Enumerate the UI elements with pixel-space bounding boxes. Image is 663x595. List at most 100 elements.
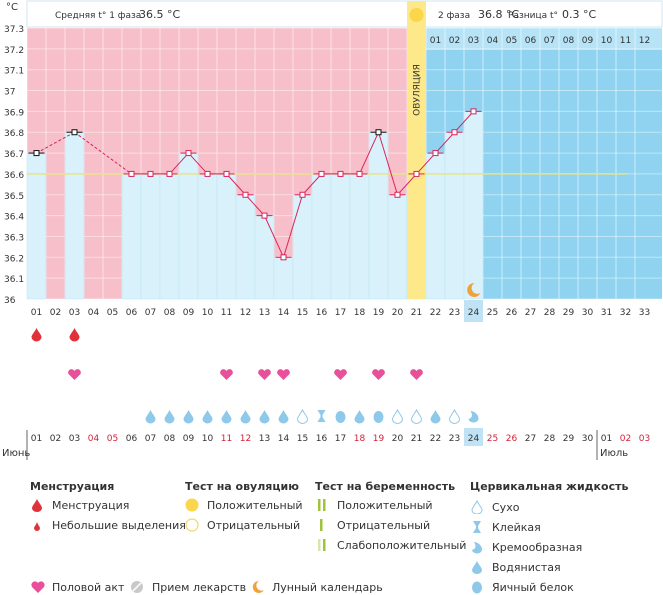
day-label: 10: [202, 308, 214, 318]
day-label: 17: [335, 308, 346, 318]
temp-point: [242, 191, 249, 198]
watery-drop-icon: [202, 410, 213, 424]
day-label: 28: [544, 308, 556, 318]
two-lines-icon: [315, 498, 333, 512]
temp-bar: [216, 173, 237, 300]
day-label: 08: [164, 308, 176, 318]
temp-bar: [26, 152, 47, 300]
legend-medicine: Прием лекарств: [130, 580, 246, 594]
watery-drop-icon: [430, 410, 441, 424]
legend-fluid-dry: Сухо: [470, 500, 519, 514]
faint-lines-icon: [315, 538, 333, 552]
legend-fluid-watery: Водянистая: [470, 560, 561, 574]
temp-point: [432, 150, 439, 157]
heart-icon: [372, 369, 385, 380]
heart-icon: [258, 369, 271, 380]
day-label: 20: [392, 308, 404, 318]
day-label: 06: [126, 308, 138, 318]
sticky-icon: [470, 520, 488, 534]
y-tick-label: 36.5: [4, 192, 24, 202]
watery-drop-icon: [278, 410, 289, 424]
bottom-day-label: 09: [183, 434, 195, 444]
bottom-day-label: 18: [354, 434, 366, 444]
legend-fluid-egg: Яичный белок: [470, 580, 574, 594]
bottom-day-label: 27: [525, 434, 536, 444]
creamy-icon: [470, 540, 488, 554]
bottom-day-label: 26: [506, 434, 518, 444]
day-label: 19: [373, 308, 385, 318]
legend-moon: Лунный календарь: [250, 580, 383, 594]
temp-point: [375, 129, 382, 136]
y-tick-label: 36.9: [4, 108, 24, 118]
day-label: 24: [468, 308, 480, 318]
temp-bar: [349, 173, 370, 300]
bottom-day-label: 01: [601, 434, 612, 444]
phase1-value: 36.5 °C: [139, 8, 180, 21]
small-blood-drop-icon: [30, 518, 48, 532]
creamy-icon: [468, 411, 479, 423]
y-tick-label: 37.3: [4, 25, 24, 35]
day-label: 33: [639, 308, 650, 318]
day-label: 02: [50, 308, 61, 318]
bottom-day-label: 11: [221, 434, 232, 444]
legend-ovulation-negative-label: Отрицательный: [207, 518, 301, 532]
legend-pregnancy-weak-label: Слабоположительный: [337, 538, 467, 552]
temp-point: [451, 129, 458, 136]
bottom-day-label: 03: [639, 434, 650, 444]
legend-pregnancy-positive: Положительный: [315, 498, 433, 512]
heart-icon: [277, 369, 290, 380]
day-label: 15: [297, 308, 308, 318]
bottom-day-label: 13: [259, 434, 270, 444]
legend-fluid-sticky-label: Клейкая: [492, 520, 541, 534]
blood-drop-icon: [30, 498, 48, 512]
y-tick-label: 36.1: [4, 275, 24, 285]
bottom-day-label: 21: [411, 434, 422, 444]
bottom-day-label: 23: [449, 434, 460, 444]
bottom-day-label: 24: [468, 434, 480, 444]
current-day-highlight-bottom: [464, 428, 483, 446]
month-right-label: Июль: [600, 448, 628, 459]
bottom-day-label: 01: [31, 434, 42, 444]
bottom-day-label: 02: [50, 434, 61, 444]
bottom-day-label: 12: [240, 434, 251, 444]
temp-point: [280, 254, 287, 261]
legend-fluid-creamy: Кремообразная: [470, 540, 582, 554]
day-label: 12: [240, 308, 251, 318]
legend-fluid-dry-label: Сухо: [492, 500, 520, 514]
y-tick-label: 36.8: [4, 129, 24, 139]
bottom-day-label: 22: [430, 434, 441, 444]
temp-bar: [330, 173, 351, 300]
heart-icon: [410, 369, 423, 380]
bottom-day-label: 16: [316, 434, 328, 444]
temp-bar: [197, 173, 218, 300]
legend-ovulation-negative: Отрицательный: [185, 518, 300, 532]
legend: Менструация Менструация Небольшие выделе…: [0, 474, 663, 595]
bottom-day-label: 14: [278, 434, 290, 444]
day-label: 07: [145, 308, 156, 318]
y-tick-label: 37.2: [4, 46, 24, 56]
temp-bar: [273, 257, 294, 300]
temp-bar: [140, 173, 161, 300]
temp-point: [470, 108, 477, 115]
phase2-day-label: 02: [449, 36, 460, 46]
legend-menstruation: Менструация: [30, 498, 129, 512]
moon-icon: [250, 580, 268, 594]
temp-bar: [121, 173, 142, 300]
sun-outline-icon: [185, 518, 203, 532]
ovulation-sun-icon: [409, 8, 424, 22]
day-label: 13: [259, 308, 270, 318]
day-label: 26: [506, 308, 518, 318]
phase2-day-label: 12: [639, 36, 650, 46]
bottom-day-label: 19: [373, 434, 385, 444]
temp-point: [299, 191, 306, 198]
temp-point: [147, 170, 154, 177]
day-label: 30: [582, 308, 594, 318]
y-tick-label: 36: [4, 296, 16, 306]
temp-point: [185, 150, 192, 157]
one-line-icon: [315, 518, 333, 532]
sticky-icon: [317, 410, 326, 422]
bottom-day-label: 10: [202, 434, 214, 444]
bottom-day-label: 15: [297, 434, 308, 444]
watery-drop-icon: [240, 410, 251, 424]
